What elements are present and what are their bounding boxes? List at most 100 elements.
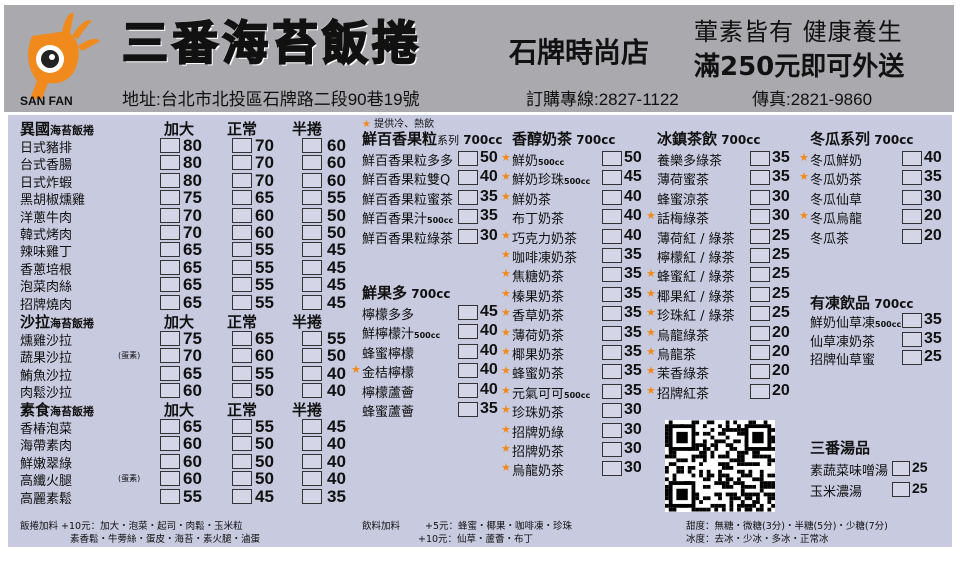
order-checkbox[interactable] <box>302 453 322 469</box>
order-checkbox[interactable] <box>602 286 622 302</box>
order-checkbox[interactable] <box>750 228 770 244</box>
order-checkbox[interactable] <box>750 151 770 166</box>
order-checkbox[interactable] <box>458 189 478 205</box>
order-checkbox[interactable] <box>602 345 622 360</box>
order-checkbox[interactable] <box>302 331 322 346</box>
order-checkbox[interactable] <box>302 277 322 293</box>
order-checkbox[interactable] <box>902 189 922 205</box>
order-checkbox[interactable] <box>160 225 180 240</box>
order-checkbox[interactable] <box>458 324 478 340</box>
order-checkbox[interactable] <box>160 436 180 452</box>
order-checkbox[interactable] <box>232 190 252 206</box>
order-checkbox[interactable] <box>750 189 770 205</box>
order-checkbox[interactable] <box>232 383 252 399</box>
order-checkbox[interactable] <box>232 331 252 346</box>
order-checkbox[interactable] <box>750 345 770 360</box>
order-checkbox[interactable] <box>750 209 770 225</box>
order-checkbox[interactable] <box>902 313 922 328</box>
order-checkbox[interactable] <box>602 461 622 477</box>
order-checkbox[interactable] <box>602 209 622 225</box>
order-checkbox[interactable] <box>902 331 922 347</box>
order-checkbox[interactable] <box>232 172 252 188</box>
order-checkbox[interactable] <box>302 419 322 434</box>
order-checkbox[interactable] <box>892 461 910 476</box>
order-checkbox[interactable] <box>458 170 478 186</box>
order-checkbox[interactable] <box>902 170 922 186</box>
order-checkbox[interactable] <box>160 242 180 258</box>
order-checkbox[interactable] <box>160 155 180 171</box>
order-checkbox[interactable] <box>602 422 622 438</box>
order-checkbox[interactable] <box>458 305 478 320</box>
order-checkbox[interactable] <box>302 488 322 504</box>
order-checkbox[interactable] <box>232 207 252 223</box>
order-checkbox[interactable] <box>302 155 322 171</box>
order-checkbox[interactable] <box>602 403 622 419</box>
order-checkbox[interactable] <box>750 306 770 322</box>
order-checkbox[interactable] <box>160 294 180 310</box>
order-checkbox[interactable] <box>602 442 622 457</box>
order-checkbox[interactable] <box>160 207 180 223</box>
order-checkbox[interactable] <box>232 348 252 364</box>
order-checkbox[interactable] <box>160 190 180 206</box>
order-checkbox[interactable] <box>160 419 180 434</box>
order-checkbox[interactable] <box>750 267 770 283</box>
order-checkbox[interactable] <box>232 471 252 487</box>
order-checkbox[interactable] <box>232 419 252 434</box>
order-checkbox[interactable] <box>602 228 622 244</box>
order-checkbox[interactable] <box>232 225 252 240</box>
order-checkbox[interactable] <box>160 138 180 153</box>
order-checkbox[interactable] <box>750 364 770 380</box>
order-checkbox[interactable] <box>232 155 252 171</box>
order-checkbox[interactable] <box>302 365 322 381</box>
order-checkbox[interactable] <box>302 242 322 258</box>
order-checkbox[interactable] <box>602 151 622 166</box>
order-checkbox[interactable] <box>750 383 770 399</box>
order-checkbox[interactable] <box>602 267 622 283</box>
order-checkbox[interactable] <box>602 189 622 205</box>
order-checkbox[interactable] <box>902 228 922 244</box>
order-checkbox[interactable] <box>302 294 322 310</box>
order-checkbox[interactable] <box>302 207 322 223</box>
order-checkbox[interactable] <box>302 436 322 452</box>
order-checkbox[interactable] <box>602 383 622 399</box>
order-checkbox[interactable] <box>232 365 252 381</box>
order-checkbox[interactable] <box>902 151 922 166</box>
order-checkbox[interactable] <box>232 453 252 469</box>
order-checkbox[interactable] <box>602 248 622 263</box>
order-checkbox[interactable] <box>902 209 922 225</box>
order-checkbox[interactable] <box>302 383 322 399</box>
order-checkbox[interactable] <box>750 325 770 341</box>
order-checkbox[interactable] <box>458 363 478 379</box>
order-checkbox[interactable] <box>302 225 322 240</box>
order-checkbox[interactable] <box>232 277 252 293</box>
order-checkbox[interactable] <box>160 331 180 346</box>
order-checkbox[interactable] <box>458 382 478 398</box>
order-checkbox[interactable] <box>160 348 180 364</box>
order-checkbox[interactable] <box>750 286 770 302</box>
order-checkbox[interactable] <box>302 138 322 153</box>
order-checkbox[interactable] <box>458 228 478 244</box>
order-checkbox[interactable] <box>160 383 180 399</box>
order-checkbox[interactable] <box>302 172 322 188</box>
order-checkbox[interactable] <box>302 348 322 364</box>
order-checkbox[interactable] <box>232 436 252 452</box>
order-checkbox[interactable] <box>232 294 252 310</box>
order-checkbox[interactable] <box>160 277 180 293</box>
order-checkbox[interactable] <box>750 248 770 263</box>
order-checkbox[interactable] <box>458 343 478 359</box>
order-checkbox[interactable] <box>458 402 478 417</box>
order-checkbox[interactable] <box>302 259 322 275</box>
order-checkbox[interactable] <box>892 482 910 497</box>
order-checkbox[interactable] <box>160 471 180 487</box>
order-checkbox[interactable] <box>160 365 180 381</box>
order-checkbox[interactable] <box>602 325 622 341</box>
order-checkbox[interactable] <box>232 259 252 275</box>
order-checkbox[interactable] <box>232 242 252 258</box>
order-checkbox[interactable] <box>602 364 622 380</box>
order-checkbox[interactable] <box>232 138 252 153</box>
order-checkbox[interactable] <box>160 453 180 469</box>
order-checkbox[interactable] <box>602 170 622 186</box>
order-checkbox[interactable] <box>160 488 180 504</box>
order-checkbox[interactable] <box>750 170 770 186</box>
order-checkbox[interactable] <box>302 190 322 206</box>
